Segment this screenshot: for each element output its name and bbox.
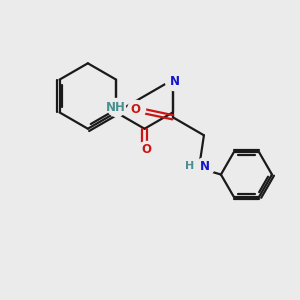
Text: N: N <box>200 160 210 173</box>
Text: H: H <box>185 161 194 171</box>
Text: O: O <box>131 103 141 116</box>
Text: O: O <box>141 143 151 157</box>
Text: N: N <box>169 75 179 88</box>
Text: NH: NH <box>106 101 126 114</box>
